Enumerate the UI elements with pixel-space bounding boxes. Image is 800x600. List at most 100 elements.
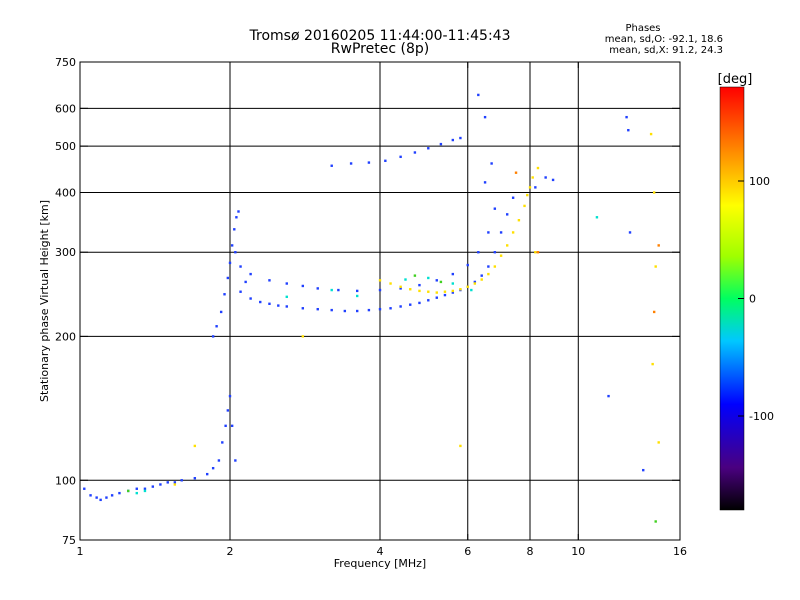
data-point [526,193,529,197]
phase-stats-o: mean, sd,O: -92.1, 18.6 [605,34,723,45]
data-point [224,424,227,428]
phase-stats-x: mean, sd,X: 91.2, 24.3 [609,45,723,56]
data-points [83,93,660,523]
data-point [330,164,333,167]
data-point [285,305,288,308]
data-point [480,278,483,281]
x-tick-label: 6 [464,545,471,558]
data-point [268,302,271,305]
data-point [193,477,197,480]
data-point [217,459,221,462]
data-point [466,263,469,267]
data-point [316,307,319,311]
data-point [234,251,237,254]
data-point [493,265,497,268]
data-point [409,288,412,291]
data-point [378,288,382,292]
data-point [451,289,455,293]
data-point [418,283,421,287]
data-point [389,282,392,285]
x-axis-label: Frequency [MHz] [334,557,426,570]
data-point [536,251,540,254]
chart-title: Tromsø 20160205 11:44:00-11:45:43 [249,28,511,44]
data-point [654,520,657,523]
data-point [118,491,121,495]
y-tick-label: 400 [55,186,76,199]
data-point [534,186,537,189]
data-point [367,161,371,164]
data-point [651,362,654,366]
y-tick-label: 75 [62,534,76,547]
data-point [301,335,305,338]
data-point [211,466,215,470]
data-point [173,483,177,486]
data-point [215,325,218,328]
data-point [228,261,232,265]
data-point [544,176,547,179]
data-point [517,219,521,222]
data-point [268,279,271,282]
data-point [355,294,359,298]
data-point [451,138,455,142]
data-point [105,496,108,499]
data-point [487,272,490,276]
data-point [459,288,462,291]
data-point [607,394,610,398]
data-point [439,280,443,284]
data-point [642,468,645,472]
data-point [95,496,98,499]
y-tick-label: 500 [55,140,76,153]
data-point [487,231,490,234]
data-point [514,171,518,174]
data-point [180,479,183,482]
data-point [399,285,402,288]
data-point [226,276,230,280]
data-point [159,483,162,486]
data-point [413,274,417,277]
data-point [477,251,480,254]
data-point [473,282,477,285]
data-point [534,251,537,254]
data-point [301,284,305,288]
data-point [505,244,509,247]
data-point [487,265,490,268]
colorbar-ticks: 100 0 -100 [738,175,774,423]
data-point [244,280,247,284]
y-tick-label: 750 [55,56,76,69]
data-point [399,155,402,159]
data-point [493,207,497,210]
data-point [259,300,262,304]
data-point [285,295,288,299]
data-point [531,176,534,179]
data-point [536,166,540,170]
data-point [473,280,477,284]
data-point [483,115,487,119]
data-point [228,394,232,398]
data-point [355,289,359,293]
chart-subtitle: RwPretec (8p) [331,41,429,57]
data-point [235,216,238,219]
data-point [173,481,177,484]
data-point [378,279,382,282]
data-point [110,494,114,497]
data-point [219,310,223,314]
colorbar-tick-label: 100 [749,175,770,188]
data-point [135,491,138,495]
data-point [625,115,628,119]
data-point [277,304,280,307]
data-point [205,472,209,476]
data-point [459,444,462,448]
data-point [470,288,473,292]
data-point [399,305,402,308]
data-point [301,307,305,310]
data-point [427,299,430,302]
data-point [657,441,660,444]
data-point [249,272,252,276]
data-point [234,459,237,462]
data-point [223,293,226,296]
data-point [143,489,147,493]
x-tick-label: 10 [571,545,585,558]
data-point [127,489,130,493]
data-point [652,310,656,314]
data-point [459,136,462,140]
